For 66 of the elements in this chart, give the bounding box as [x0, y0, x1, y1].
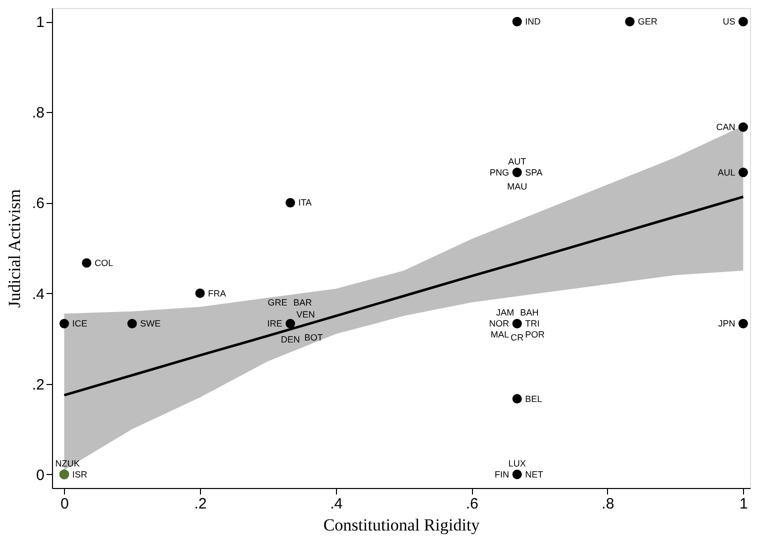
annotation: JPN: [718, 318, 736, 329]
annotation: ICE: [72, 318, 88, 329]
annotation: CAN: [716, 122, 736, 132]
annotation: VEN: [296, 310, 315, 320]
annotation: POR: [525, 330, 546, 340]
annotation: MAL: [490, 330, 510, 340]
x-tick-label: .4: [330, 496, 343, 512]
point: [195, 288, 205, 298]
annotation: BAH: [520, 308, 539, 318]
point: [738, 318, 748, 328]
annotation: GRE: [268, 298, 288, 308]
point: [512, 470, 522, 480]
y-tick-label: 0: [36, 466, 44, 484]
annotation: COL: [94, 258, 114, 268]
x-tick-label: .8: [602, 496, 614, 512]
annotation: ITA: [298, 198, 312, 208]
point: [512, 394, 522, 404]
annotation: MAU: [507, 181, 528, 192]
point: [59, 318, 69, 328]
annotation: NOR: [489, 318, 510, 329]
annotation: FIN: [494, 469, 510, 480]
annotation: AUT: [508, 156, 527, 166]
annotation: US: [722, 16, 736, 27]
annotation: NET: [525, 469, 544, 480]
point: [738, 168, 748, 178]
point: [512, 168, 522, 178]
point: [512, 16, 522, 26]
annotation: BAR: [293, 298, 312, 308]
annotation: BOT: [304, 332, 324, 343]
x-tick-label: 0: [60, 496, 69, 512]
annotation: TRI: [525, 318, 540, 329]
annotation: IND: [525, 16, 542, 27]
x-tick-label: .6: [466, 496, 478, 512]
annotation: ISR: [72, 469, 88, 480]
annotation: LUX: [508, 458, 526, 468]
y-tick-label: .8: [32, 104, 44, 122]
y-tick-label: .4: [32, 286, 44, 303]
x-axis-title: Constitutional Rigidity: [323, 516, 480, 534]
point: [512, 318, 522, 328]
annotation: FRA: [208, 288, 226, 298]
point: [286, 318, 296, 328]
point: [625, 16, 635, 26]
point: [82, 258, 92, 268]
annotation: SWE: [140, 318, 161, 329]
y-axis-title: Judicial Activism: [4, 189, 24, 308]
x-tick-label: .2: [194, 496, 207, 512]
y-tick-label: .6: [32, 195, 44, 212]
annotation: PNG: [490, 167, 510, 178]
annotation: SPA: [525, 167, 542, 178]
y-tick-label: 1: [36, 14, 44, 32]
x-tick-label: 1: [740, 496, 748, 512]
annotation: IRE: [267, 318, 282, 329]
y-tick-label: .2: [32, 376, 44, 394]
line-series: [62, 196, 744, 396]
annotation: BEL: [525, 394, 542, 404]
annotation: GER: [638, 16, 658, 27]
annotation: CR: [510, 332, 524, 343]
annotation: DEN: [280, 334, 300, 345]
annotation: AUL: [718, 167, 736, 178]
point: [127, 318, 137, 328]
annotation: JAM: [496, 308, 514, 318]
point: [738, 16, 748, 26]
point: [738, 122, 748, 132]
point: [286, 198, 296, 208]
annotation: NZ: [55, 458, 68, 468]
annotation: UK: [67, 458, 80, 468]
